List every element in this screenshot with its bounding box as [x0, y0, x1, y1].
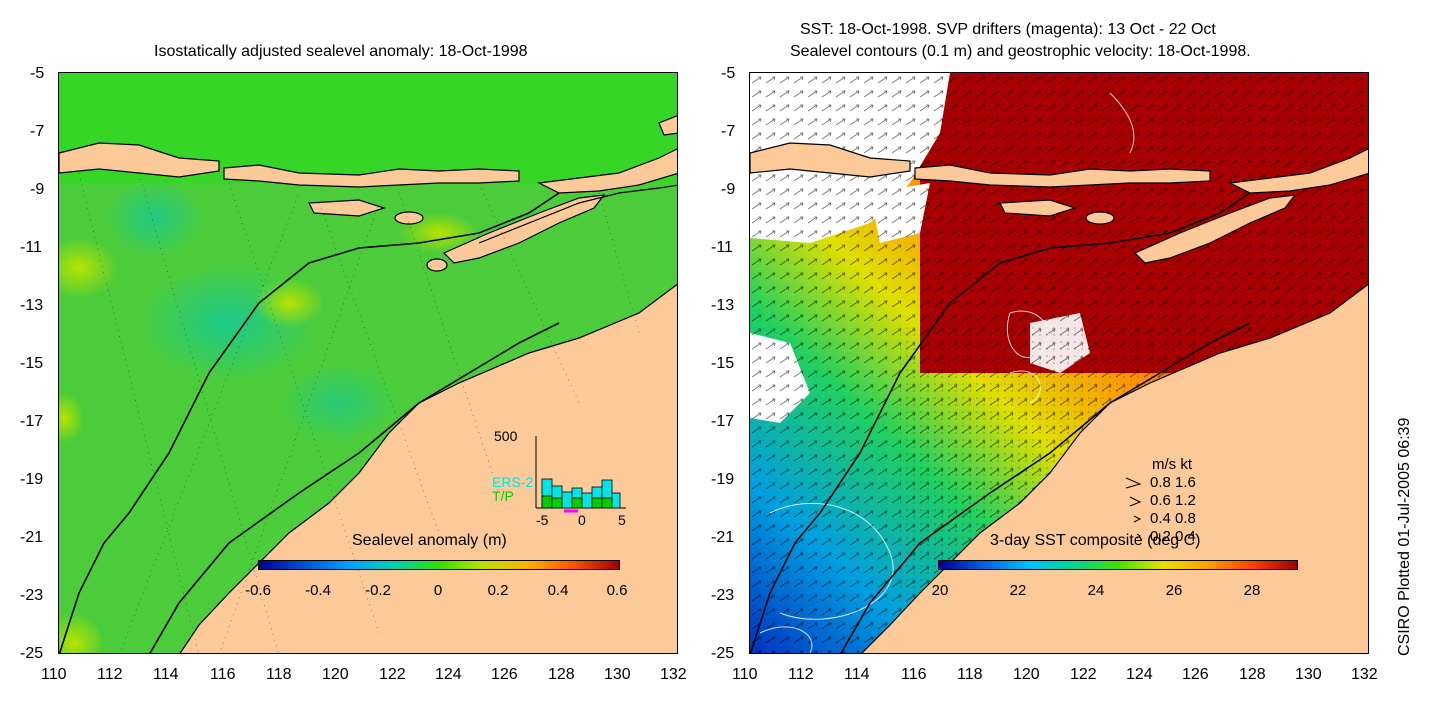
y-tick: -5 — [30, 65, 45, 82]
y-tick: -17 — [20, 413, 44, 430]
colorbar-tick: 0 — [433, 582, 443, 599]
x-tick: 110 — [41, 666, 67, 683]
y-tick: -23 — [711, 587, 735, 604]
velocity-arrow-icons — [1125, 477, 1142, 539]
y-tick: -15 — [20, 355, 44, 372]
sst-map-canvas — [750, 73, 1368, 653]
colorbar-tick: 0.6 — [606, 582, 628, 599]
colorbar-tick: 28 — [1243, 582, 1261, 599]
x-tick: 126 — [1182, 666, 1209, 683]
x-tick: 124 — [435, 666, 462, 683]
y-tick: -25 — [20, 645, 44, 662]
right-colorbar-label: 3-day SST composite (deg C) — [990, 532, 1201, 549]
velocity-legend-row: 0.2 0.4 — [1150, 528, 1196, 545]
y-tick: -21 — [20, 529, 44, 546]
velocity-legend-row: 0.8 1.6 — [1150, 474, 1196, 491]
x-tick: 110 — [732, 666, 758, 683]
colorbar-tick: -0.2 — [365, 582, 391, 599]
inset-series-ers2: ERS-2 — [492, 474, 534, 490]
x-tick: 116 — [901, 666, 927, 683]
inset-series-tp: T/P — [492, 488, 514, 504]
y-tick: -15 — [711, 355, 735, 372]
right-map-title-line2: Sealevel contours (0.1 m) and geostrophi… — [790, 43, 1251, 60]
right-map-title-line1: SST: 18-Oct-1998. SVP drifters (magenta)… — [800, 21, 1216, 38]
velocity-legend-row: 0.6 1.2 — [1150, 492, 1196, 509]
x-tick: 118 — [957, 666, 983, 683]
x-tick: 128 — [1239, 666, 1266, 683]
x-tick: 126 — [491, 666, 518, 683]
left-colorbar — [258, 560, 620, 570]
y-tick: -17 — [711, 413, 735, 430]
y-tick: -11 — [711, 239, 733, 256]
inset-x-tick: 5 — [618, 512, 626, 528]
plot-credit: CSIRO Plotted 01-Jul-2005 06:39 — [1396, 417, 1413, 656]
y-tick: -19 — [711, 471, 735, 488]
x-tick: 130 — [1295, 666, 1322, 683]
colorbar-tick: 0.4 — [547, 582, 569, 599]
colorbar-tick: 0.2 — [487, 582, 509, 599]
colorbar-tick: -0.6 — [245, 582, 271, 599]
x-tick: 122 — [379, 666, 406, 683]
velocity-legend-header: m/s kt — [1152, 456, 1192, 473]
x-tick: 120 — [1013, 666, 1040, 683]
x-tick: 132 — [660, 666, 687, 683]
left-map-title: Isostatically adjusted sealevel anomaly:… — [154, 43, 528, 60]
inset-histogram — [535, 436, 626, 513]
right-colorbar — [938, 560, 1298, 570]
y-tick: -9 — [721, 181, 736, 198]
x-tick: 122 — [1070, 666, 1097, 683]
x-tick: 124 — [1126, 666, 1153, 683]
x-tick: 132 — [1351, 666, 1378, 683]
y-tick: -7 — [721, 123, 736, 140]
left-colorbar-label: Sealevel anomaly (m) — [352, 532, 507, 549]
x-tick: 114 — [844, 666, 870, 683]
y-tick: -21 — [711, 529, 735, 546]
colorbar-tick: 22 — [1009, 582, 1027, 599]
y-tick: -9 — [30, 181, 45, 198]
x-tick: 118 — [266, 666, 292, 683]
y-tick: -13 — [20, 297, 44, 314]
colorbar-tick: 20 — [931, 582, 949, 599]
x-tick: 112 — [97, 666, 123, 683]
y-tick: -11 — [20, 239, 42, 256]
x-tick: 114 — [153, 666, 179, 683]
x-tick: 130 — [604, 666, 631, 683]
x-tick: 120 — [322, 666, 349, 683]
inset-ymax-label: 500 — [494, 428, 518, 444]
x-tick: 116 — [210, 666, 236, 683]
y-tick: -7 — [30, 123, 45, 140]
y-tick: -13 — [711, 297, 735, 314]
colorbar-tick: -0.4 — [305, 582, 331, 599]
x-tick: 128 — [548, 666, 575, 683]
colorbar-tick: 24 — [1087, 582, 1105, 599]
y-tick: -19 — [20, 471, 44, 488]
y-tick: -23 — [20, 587, 44, 604]
colorbar-tick: 26 — [1165, 582, 1183, 599]
y-tick: -25 — [711, 645, 735, 662]
sst-composite-map — [749, 72, 1369, 654]
inset-x-tick: -5 — [536, 512, 549, 528]
inset-x-tick: 0 — [578, 512, 586, 528]
velocity-legend-row: 0.4 0.8 — [1150, 510, 1196, 527]
y-tick: -5 — [721, 65, 736, 82]
x-tick: 112 — [788, 666, 814, 683]
